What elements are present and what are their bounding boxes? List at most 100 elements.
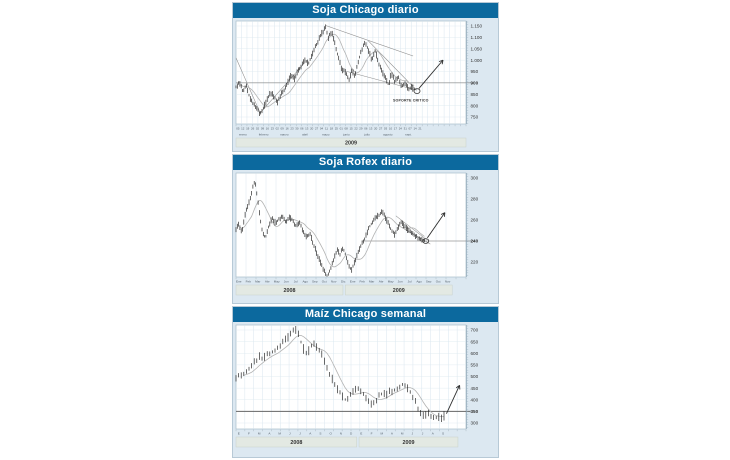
maiz-chicago-chart-canvas: 700 650 600 550 500 450 400 350 300 E F M A M J J A S O N D E… bbox=[235, 324, 479, 448]
svg-text:09: 09 bbox=[281, 127, 285, 131]
svg-text:06: 06 bbox=[300, 127, 304, 131]
svg-text:20: 20 bbox=[374, 127, 378, 131]
svg-text:11: 11 bbox=[325, 127, 328, 131]
svg-text:2008: 2008 bbox=[283, 288, 295, 294]
svg-text:Ene: Ene bbox=[236, 280, 242, 284]
svg-text:J: J bbox=[289, 432, 291, 436]
svg-text:F: F bbox=[371, 432, 373, 436]
svg-text:F: F bbox=[248, 432, 250, 436]
svg-text:May: May bbox=[274, 280, 280, 284]
svg-text:mayo: mayo bbox=[322, 133, 330, 137]
svg-text:Feb: Feb bbox=[246, 280, 252, 284]
svg-text:enero: enero bbox=[239, 133, 247, 137]
chart-panel-soja-chicago: Soja Chicago diario SOPORTE CRITICO 1.150… bbox=[232, 2, 499, 152]
svg-text:1.000: 1.000 bbox=[471, 58, 483, 63]
svg-text:220: 220 bbox=[471, 260, 479, 265]
svg-text:13: 13 bbox=[305, 127, 309, 131]
svg-text:Oct: Oct bbox=[322, 280, 327, 284]
svg-text:18: 18 bbox=[330, 127, 334, 131]
svg-text:01: 01 bbox=[340, 127, 344, 131]
svg-text:650: 650 bbox=[471, 339, 479, 344]
svg-text:Jul: Jul bbox=[294, 280, 298, 284]
chart-title-soja-rofex: Soja Rofex diario bbox=[233, 155, 498, 170]
svg-text:J: J bbox=[299, 432, 301, 436]
svg-text:900: 900 bbox=[471, 81, 479, 86]
svg-text:A: A bbox=[268, 432, 271, 436]
svg-text:Nov: Nov bbox=[331, 280, 337, 284]
svg-text:23: 23 bbox=[290, 127, 294, 131]
svg-text:25: 25 bbox=[335, 127, 339, 131]
svg-text:abril: abril bbox=[302, 133, 308, 137]
svg-text:2009: 2009 bbox=[345, 141, 357, 147]
svg-text:260: 260 bbox=[471, 218, 479, 223]
svg-text:280: 280 bbox=[471, 197, 479, 202]
svg-text:SOPORTE CRITICO: SOPORTE CRITICO bbox=[393, 99, 429, 103]
svg-text:300: 300 bbox=[471, 176, 479, 181]
svg-text:05: 05 bbox=[236, 127, 240, 131]
svg-text:J: J bbox=[412, 432, 414, 436]
svg-text:19: 19 bbox=[246, 127, 250, 131]
svg-text:Jul: Jul bbox=[408, 280, 412, 284]
svg-text:Ago: Ago bbox=[302, 280, 308, 284]
chart-panel-maiz-chicago: Maíz Chicago semanal 700 650 600 550 500 450 4… bbox=[232, 306, 499, 458]
svg-text:julio: julio bbox=[363, 133, 370, 137]
svg-text:1.050: 1.050 bbox=[471, 46, 483, 51]
svg-text:26: 26 bbox=[251, 127, 255, 131]
svg-text:Mar: Mar bbox=[369, 280, 374, 284]
svg-text:10: 10 bbox=[389, 127, 393, 131]
svg-text:Jun: Jun bbox=[398, 280, 403, 284]
svg-text:May: May bbox=[388, 280, 394, 284]
svg-text:15: 15 bbox=[349, 127, 353, 131]
svg-text:2008: 2008 bbox=[290, 440, 302, 446]
svg-text:N: N bbox=[340, 432, 342, 436]
svg-text:D: D bbox=[350, 432, 353, 436]
svg-text:Mar: Mar bbox=[255, 280, 260, 284]
svg-text:2009: 2009 bbox=[393, 288, 405, 294]
svg-text:1.100: 1.100 bbox=[471, 35, 483, 40]
svg-text:31: 31 bbox=[404, 127, 408, 131]
svg-text:27: 27 bbox=[315, 127, 319, 131]
svg-text:07: 07 bbox=[409, 127, 413, 131]
svg-text:A: A bbox=[309, 432, 312, 436]
svg-text:16: 16 bbox=[266, 127, 270, 131]
svg-text:550: 550 bbox=[471, 363, 479, 368]
svg-text:Feb: Feb bbox=[359, 280, 365, 284]
svg-text:23: 23 bbox=[271, 127, 275, 131]
svg-text:febrero: febrero bbox=[259, 133, 269, 137]
chart-panel-soja-rofex: Soja Rofex diario 300 280 260 240 220 Ene Feb M… bbox=[232, 154, 499, 304]
svg-text:1.150: 1.150 bbox=[471, 24, 483, 29]
svg-text:09: 09 bbox=[261, 127, 265, 131]
svg-text:06: 06 bbox=[364, 127, 368, 131]
svg-text:Oct: Oct bbox=[436, 280, 441, 284]
svg-text:M: M bbox=[401, 432, 404, 436]
svg-text:600: 600 bbox=[471, 351, 479, 356]
svg-text:800: 800 bbox=[471, 103, 479, 108]
svg-text:Sep: Sep bbox=[426, 280, 432, 284]
svg-text:E: E bbox=[238, 432, 240, 436]
svg-text:2009: 2009 bbox=[403, 440, 415, 446]
svg-text:02: 02 bbox=[276, 127, 280, 131]
svg-text:03: 03 bbox=[384, 127, 388, 131]
svg-text:Ene: Ene bbox=[350, 280, 356, 284]
svg-text:950: 950 bbox=[471, 69, 479, 74]
svg-text:Nov: Nov bbox=[445, 280, 451, 284]
svg-text:850: 850 bbox=[471, 92, 479, 97]
svg-text:350: 350 bbox=[471, 409, 479, 414]
svg-text:16: 16 bbox=[285, 127, 289, 131]
svg-text:02: 02 bbox=[256, 127, 260, 131]
svg-text:A: A bbox=[391, 432, 394, 436]
svg-text:S: S bbox=[442, 432, 444, 436]
svg-text:M: M bbox=[278, 432, 281, 436]
svg-text:400: 400 bbox=[471, 397, 479, 402]
svg-text:27: 27 bbox=[379, 127, 383, 131]
svg-text:M: M bbox=[258, 432, 261, 436]
svg-text:240: 240 bbox=[471, 239, 479, 244]
svg-text:12: 12 bbox=[241, 127, 245, 131]
soja-chicago-chart-canvas: SOPORTE CRITICO 1.150 1.100 1.050 1.000 950 90… bbox=[235, 20, 483, 148]
svg-text:750: 750 bbox=[471, 115, 479, 120]
svg-text:08: 08 bbox=[345, 127, 349, 131]
chart-title-maiz-chicago: Maíz Chicago semanal bbox=[233, 307, 498, 322]
charts-column: Soja Chicago diario SOPORTE CRITICO 1.150… bbox=[232, 0, 499, 460]
svg-text:E: E bbox=[360, 432, 362, 436]
